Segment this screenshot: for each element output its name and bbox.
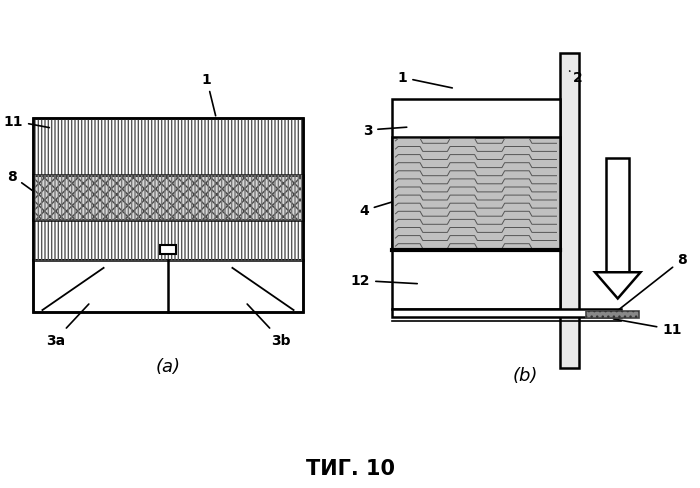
Text: 2: 2	[570, 71, 582, 85]
Bar	[587, 311, 638, 319]
Bar	[33, 119, 303, 312]
Text: 3a: 3a	[46, 305, 89, 347]
Text: 1: 1	[398, 71, 452, 89]
Bar	[33, 176, 303, 221]
Bar	[33, 176, 303, 221]
Text: (b): (b)	[512, 367, 538, 385]
Bar	[160, 246, 176, 255]
Bar	[560, 54, 580, 369]
Text: 8: 8	[7, 169, 40, 197]
Text: (a): (a)	[155, 358, 181, 376]
Bar	[33, 119, 303, 261]
Bar	[33, 119, 303, 261]
Text: 1: 1	[202, 73, 216, 117]
Text: ΤИГ. 10: ΤИГ. 10	[305, 458, 395, 478]
Bar	[392, 138, 560, 251]
Text: 8: 8	[615, 253, 687, 313]
Bar	[587, 311, 638, 319]
Text: 3: 3	[363, 124, 407, 138]
Text: 3b: 3b	[247, 305, 290, 347]
Polygon shape	[595, 273, 640, 299]
Bar	[33, 176, 303, 221]
Bar	[33, 261, 303, 312]
Text: 11: 11	[613, 319, 682, 337]
Bar	[606, 159, 629, 273]
Text: 11: 11	[4, 115, 49, 129]
Text: 4: 4	[359, 195, 417, 218]
Text: 12: 12	[351, 274, 417, 288]
Bar	[392, 100, 560, 309]
Bar	[392, 309, 622, 317]
